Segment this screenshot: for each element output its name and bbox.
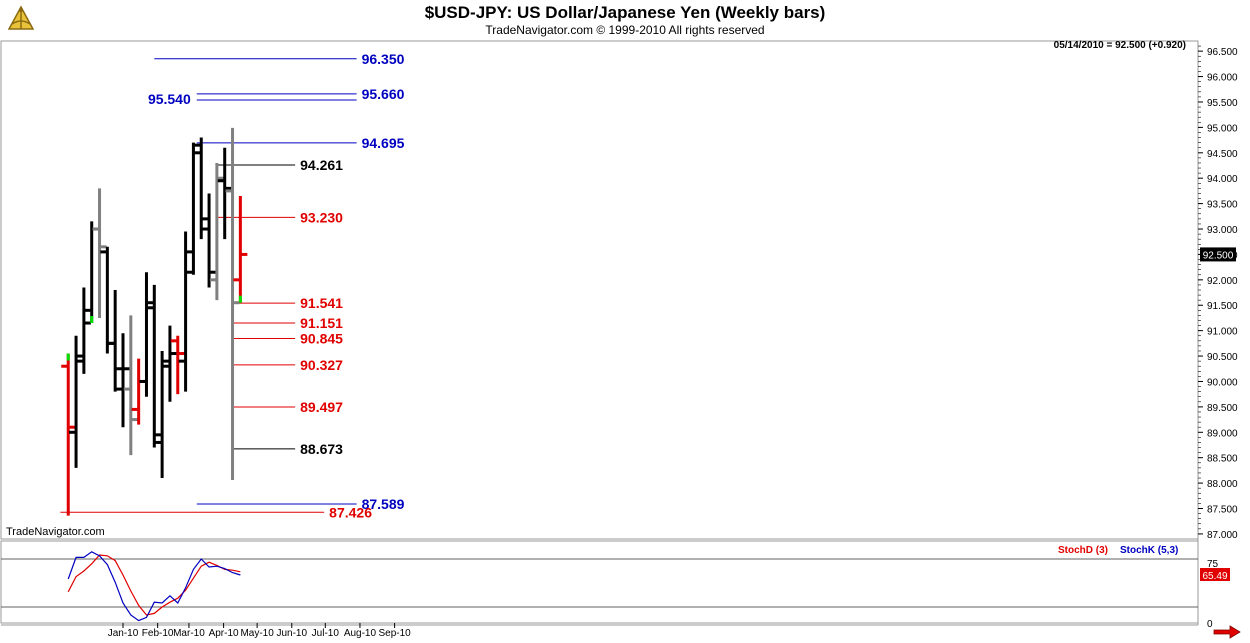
price-tick-label-19: 87.000: [1207, 530, 1238, 541]
price-tick-label-6: 93.500: [1207, 200, 1238, 211]
level-label-10: 89.497: [300, 399, 343, 415]
time-tick-label-8: Sep-10: [378, 628, 411, 639]
price-bars: [61, 127, 248, 516]
legend-stochd: StochD (3): [1058, 545, 1108, 556]
price-tick-label-10: 91.500: [1207, 301, 1238, 312]
price-tick-label-5: 94.000: [1207, 174, 1238, 185]
legend-stochk: StochK (5,3): [1120, 545, 1178, 556]
last-price-label: 92.500: [1203, 250, 1234, 261]
price-tick-label-7: 93.000: [1207, 225, 1238, 236]
level-lines: 96.350 95.660 94.695 94.261 93.230 91.541 91.1…: [60, 51, 405, 520]
price-axis: 96.500 96.000 95.500 95.000 94.500 94.000 93.5…: [1198, 45, 1238, 541]
time-tick-label-3: Apr-10: [209, 628, 239, 639]
last-price-badge: [1200, 247, 1236, 262]
price-tick-label-11: 91.000: [1207, 327, 1238, 338]
level-label-3: 94.695: [362, 135, 405, 151]
stoch-tick-label-1: 0: [1207, 619, 1213, 630]
price-tick-label-4: 94.500: [1207, 149, 1238, 160]
info-line: 05/14/2010 = 92.500 (+0.920): [1054, 40, 1186, 51]
level-label-7: 91.151: [300, 315, 343, 331]
price-tick-label-13: 90.000: [1207, 377, 1238, 388]
sextant-logo-icon: [7, 5, 35, 30]
level-label-0: 96.350: [362, 51, 405, 67]
copyright-subtitle: TradeNavigator.com © 1999-2010 All right…: [485, 23, 765, 37]
price-tick-label-14: 89.500: [1207, 403, 1238, 414]
time-tick-label-4: May-10: [240, 628, 274, 639]
level-label-13: 87.426: [329, 504, 372, 520]
time-tick-label-0: Jan-10: [108, 628, 139, 639]
indicator-pane-frame: [0, 540, 1199, 624]
stoch-tick-label-0: 75: [1207, 559, 1219, 570]
price-tick-label-17: 88.000: [1207, 479, 1238, 490]
price-tick-label-9: 92.000: [1207, 276, 1238, 287]
watermark: TradeNavigator.com: [6, 526, 105, 538]
chart-title: $USD-JPY: US Dollar/Japanese Yen (Weekly…: [424, 3, 826, 22]
stoch-value-label: 65.49: [1202, 571, 1227, 582]
price-tick-label-15: 89.000: [1207, 428, 1238, 439]
price-tick-label-18: 87.500: [1207, 505, 1238, 516]
price-tick-label-2: 95.500: [1207, 98, 1238, 109]
level-label-1: 95.660: [362, 86, 405, 102]
time-tick-label-5: Jun-10: [276, 628, 307, 639]
stoch-series-0: [67, 554, 241, 616]
level-label-12: 87.589: [362, 496, 405, 512]
price-tick-label-3: 95.000: [1207, 123, 1238, 134]
level-label-11: 88.673: [300, 441, 343, 457]
time-axis: Jan-10 Feb-10 Mar-10 Apr-10 May-10 Jun-10 Jul-…: [108, 623, 411, 639]
level-label-4: 94.261: [300, 157, 343, 173]
time-tick-label-2: Mar-10: [173, 628, 205, 639]
price-tick-label-12: 90.500: [1207, 352, 1238, 363]
time-tick-label-7: Aug-10: [344, 628, 377, 639]
main-pane-frame: [0, 40, 1199, 540]
level-label-8: 90.845: [300, 331, 343, 347]
stoch-value-badge: [1200, 568, 1230, 581]
price-tick-label-0: 96.500: [1207, 47, 1238, 58]
time-tick-label-1: Feb-10: [142, 628, 174, 639]
price-tick-label-16: 88.500: [1207, 454, 1238, 465]
stochastic-indicator: 75 0 65.49 StochD (3) StochK (5,3): [1, 545, 1230, 630]
level-label-6: 91.541: [300, 295, 343, 311]
level-label-5: 93.230: [300, 209, 343, 225]
time-tick-label-6: Jul-10: [312, 628, 340, 639]
level-label-9: 90.327: [300, 357, 343, 373]
chart-header: $USD-JPY: US Dollar/Japanese Yen (Weekly…: [0, 0, 1250, 40]
scroll-right-arrow-icon[interactable]: [1212, 625, 1242, 639]
level-callout-label: 95.540: [148, 91, 191, 107]
price-tick-label-1: 96.000: [1207, 73, 1238, 84]
stoch-series-1: [67, 551, 241, 622]
